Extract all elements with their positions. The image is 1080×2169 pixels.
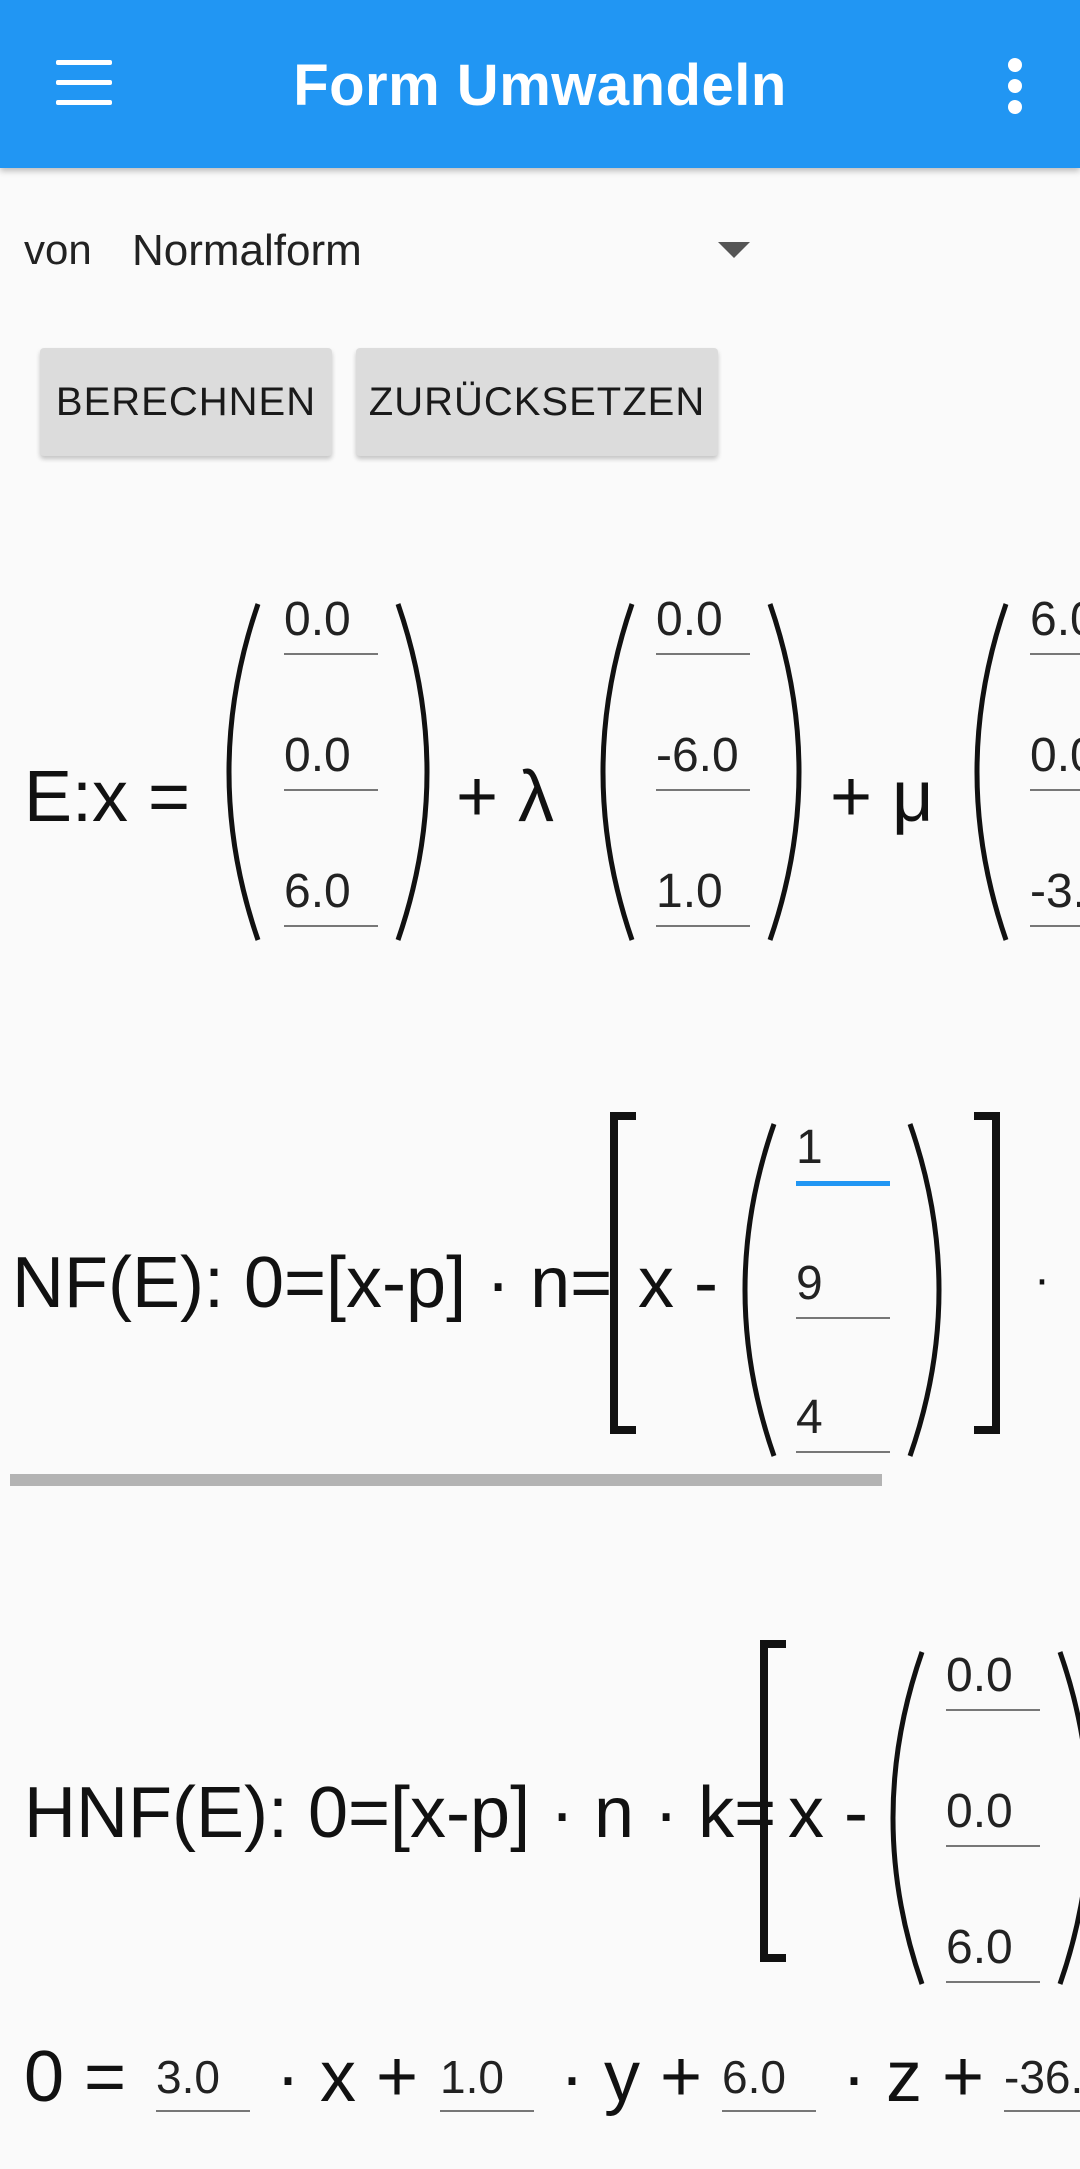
z-term-label: · z +	[842, 2037, 985, 2117]
right-bracket-icon	[974, 1112, 1000, 1434]
coef-c-field[interactable]: 6.0	[722, 2050, 816, 2112]
left-bracket-icon	[610, 1112, 636, 1434]
coef-b-field[interactable]: 1.0	[440, 2050, 534, 2112]
calculate-button[interactable]: BERECHNEN	[40, 348, 332, 456]
hesse-form-prefix: HNF(E): 0=[x-p] · n · k=	[24, 1773, 777, 1853]
direction1-z-field[interactable]: 1.0	[656, 864, 750, 927]
support-y-field[interactable]: 0.0	[284, 728, 378, 791]
reset-button[interactable]: ZURÜCKSETZEN	[356, 348, 718, 456]
left-parenthesis-icon	[742, 1123, 777, 1457]
point-y-field[interactable]: 9	[796, 1256, 890, 1319]
coef-a-field[interactable]: 3.0	[156, 2050, 250, 2112]
y-term-label: · y +	[560, 2037, 703, 2117]
hesse-point-y-field[interactable]: 0.0	[946, 1784, 1040, 1847]
x-minus-label: x -	[788, 1773, 868, 1853]
right-parenthesis-icon	[907, 1123, 942, 1457]
hesse-point-x-field[interactable]: 0.0	[946, 1648, 1040, 1711]
direction2-z-field[interactable]: -3.0	[1030, 864, 1080, 927]
coef-d-field[interactable]: -36.0	[1004, 2050, 1080, 2112]
app-bar: Form Umwandeln	[0, 0, 1080, 168]
dot-operator: ·	[1034, 1253, 1050, 1306]
direction2-x-field[interactable]: 6.0	[1030, 592, 1080, 655]
point-z-field[interactable]: 4	[796, 1390, 890, 1453]
plus-lambda: + λ	[456, 757, 555, 837]
more-vert-icon[interactable]	[1000, 58, 1030, 114]
right-parenthesis-icon	[767, 603, 802, 941]
x-term-label: · x +	[276, 2037, 419, 2117]
direction1-y-field[interactable]: -6.0	[656, 728, 750, 791]
page-title: Form Umwandeln	[293, 53, 787, 118]
direction2-y-field[interactable]: 0.0	[1030, 728, 1080, 791]
x-minus-label: x -	[638, 1243, 718, 1323]
from-label: von	[24, 226, 92, 273]
point-x-field[interactable]: 1	[796, 1120, 890, 1186]
support-x-field[interactable]: 0.0	[284, 592, 378, 655]
left-parenthesis-icon	[600, 603, 635, 941]
dropdown-arrow-icon	[718, 242, 750, 258]
param-form-prefix: E:x =	[24, 757, 191, 837]
from-form-value: Normalform	[132, 226, 362, 275]
hamburger-menu-icon[interactable]	[56, 60, 112, 106]
from-form-dropdown[interactable]: Normalform	[130, 218, 760, 288]
coordinate-form-prefix: 0 =	[24, 2037, 127, 2117]
left-parenthesis-icon	[890, 1651, 925, 1985]
left-parenthesis-icon	[226, 603, 261, 941]
horizontal-scrollbar[interactable]	[10, 1474, 882, 1486]
normal-form-prefix: NF(E): 0=[x-p] · n=	[12, 1243, 613, 1323]
right-parenthesis-icon	[1057, 1651, 1080, 1985]
direction1-x-field[interactable]: 0.0	[656, 592, 750, 655]
plus-mu: + μ	[830, 757, 934, 837]
left-parenthesis-icon	[974, 603, 1009, 941]
support-z-field[interactable]: 6.0	[284, 864, 378, 927]
hesse-point-z-field[interactable]: 6.0	[946, 1920, 1040, 1983]
right-parenthesis-icon	[395, 603, 430, 941]
left-bracket-icon	[760, 1640, 786, 1962]
